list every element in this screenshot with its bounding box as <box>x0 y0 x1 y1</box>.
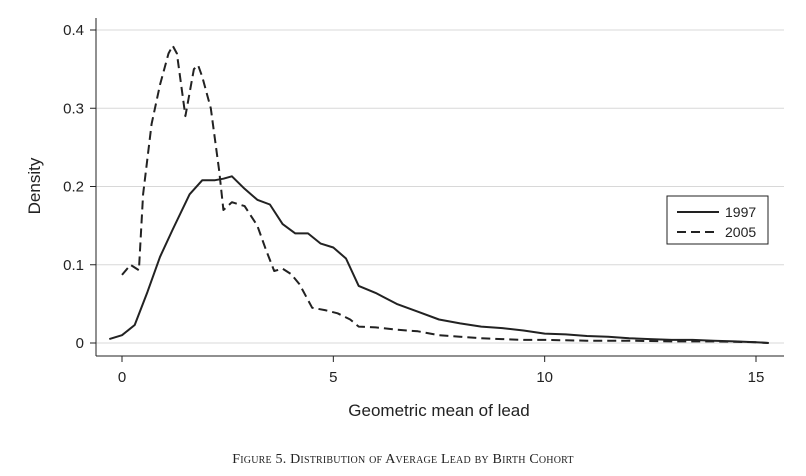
legend-label-2005: 2005 <box>725 224 756 240</box>
y-tick-label-3: 0.3 <box>63 100 84 117</box>
y-tick-label-4: 0.4 <box>63 22 84 39</box>
axes: 0 0.1 0.2 0.3 0.4 0 5 10 15 <box>63 18 784 386</box>
x-tick-label-1: 5 <box>329 369 337 386</box>
x-axis-title: Geometric mean of lead <box>348 401 529 420</box>
legend: 1997 2005 <box>666 195 769 245</box>
figure-caption: Figure 5. Distribution of Average Lead b… <box>232 452 574 467</box>
legend-box <box>666 195 769 245</box>
x-tick-label-0: 0 <box>118 369 126 386</box>
y-tick-label-2: 0.2 <box>63 179 84 196</box>
legend-label-1997: 1997 <box>725 204 756 220</box>
y-tick-label-1: 0.1 <box>63 257 84 274</box>
y-tick-label-0: 0 <box>76 335 84 352</box>
series-line-1997 <box>109 175 769 344</box>
x-tick-label-3: 15 <box>748 369 765 386</box>
x-tick-label-2: 10 <box>536 369 553 386</box>
series-line-2005 <box>121 44 769 344</box>
gridlines <box>96 29 784 344</box>
density-chart: 0 0.1 0.2 0.3 0.4 0 5 10 15 Geometric mean of le… <box>25 18 784 420</box>
y-axis-title: Density <box>25 157 44 214</box>
series-lines <box>109 44 769 344</box>
